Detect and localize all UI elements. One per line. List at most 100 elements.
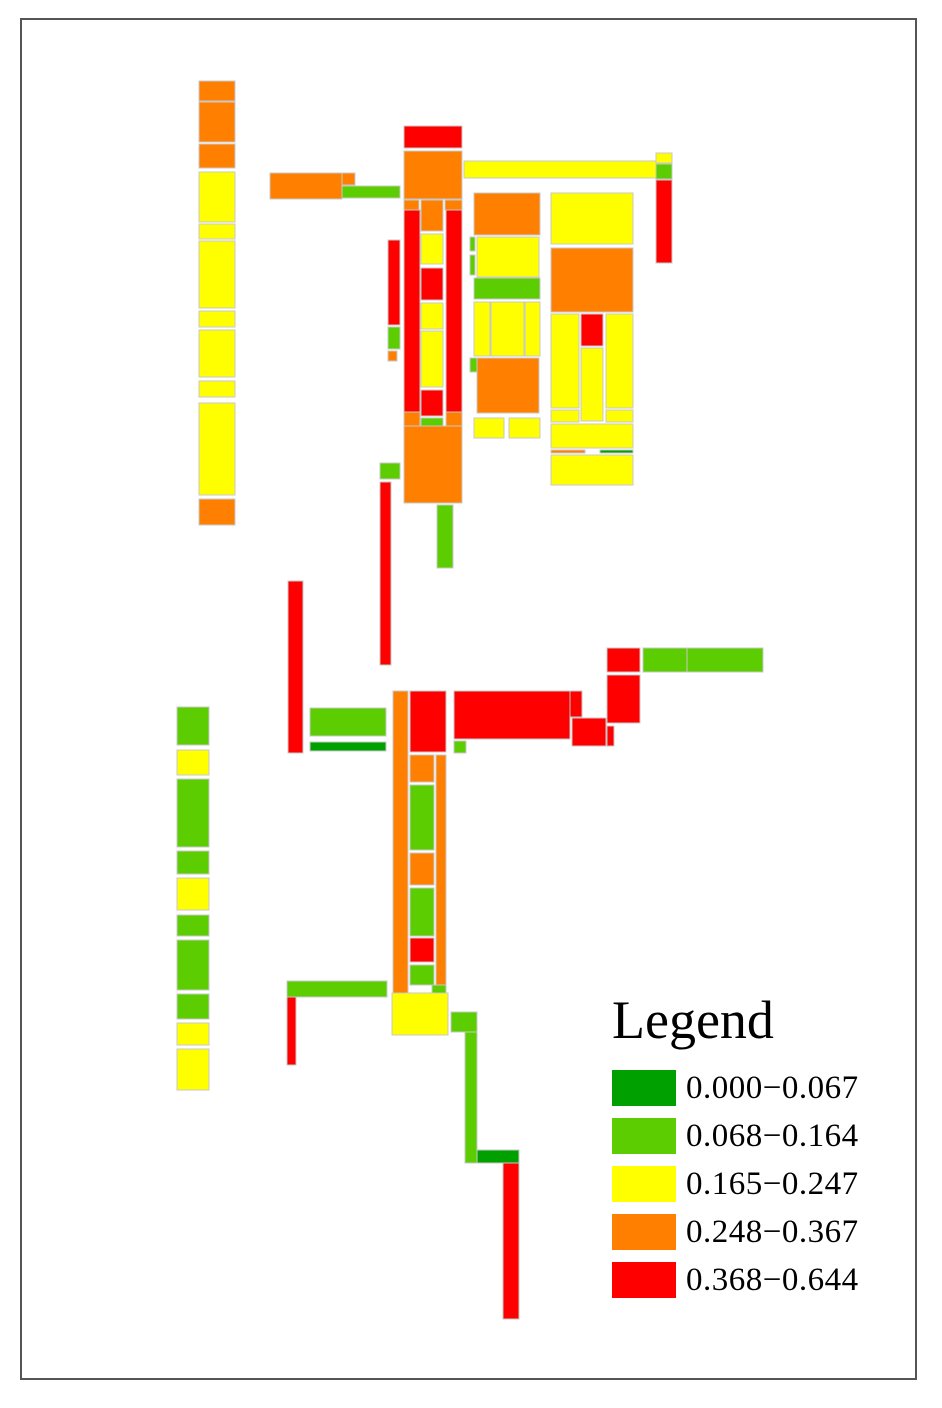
map-zone	[176, 749, 210, 776]
map-zone	[444, 199, 463, 211]
map-zone	[176, 1022, 210, 1046]
map-zone	[473, 192, 541, 236]
map-zone	[606, 674, 641, 724]
map-zone	[463, 160, 657, 179]
map-zone	[453, 690, 571, 740]
map-zone	[642, 647, 688, 673]
map-zone	[403, 411, 421, 427]
map-zone	[176, 706, 210, 746]
map-zone	[473, 301, 491, 357]
map-zone	[287, 580, 304, 754]
map-zone	[571, 717, 607, 747]
map-zone	[550, 192, 634, 245]
map-zone	[387, 239, 401, 326]
map-zone	[198, 498, 236, 526]
map-zone	[409, 964, 435, 986]
map-zone	[490, 301, 525, 357]
map-zone	[198, 223, 236, 240]
map-zone	[198, 171, 236, 223]
map-zone	[409, 937, 435, 963]
map-zone	[445, 209, 463, 413]
map-zone	[176, 993, 210, 1020]
map-zone	[176, 850, 210, 875]
map-zone	[269, 172, 343, 200]
map-zone	[469, 254, 476, 276]
map-zone	[420, 233, 444, 265]
map-zone	[476, 1149, 520, 1164]
map-zone	[435, 754, 447, 986]
map-zone	[403, 425, 463, 504]
legend-item: 0.368−0.644	[612, 1256, 902, 1304]
map-zone	[387, 350, 398, 362]
map-zone	[403, 125, 463, 149]
map-zone	[655, 179, 673, 264]
legend-swatch	[612, 1070, 676, 1106]
legend-item: 0.000−0.067	[612, 1064, 902, 1112]
map-zone	[655, 152, 673, 164]
map-zone	[431, 984, 447, 994]
map-zone	[420, 330, 444, 388]
map-zone	[198, 310, 236, 328]
map-zone	[606, 725, 615, 747]
map-zone	[309, 707, 387, 737]
map-zone	[403, 150, 463, 200]
map-zone	[341, 185, 401, 199]
map-zone	[409, 690, 447, 753]
legend-label: 0.248−0.367	[686, 1213, 859, 1250]
map-zone	[198, 101, 236, 143]
legend: Legend 0.000−0.067 0.068−0.164 0.165−0.247…	[612, 990, 902, 1304]
legend-item: 0.248−0.367	[612, 1208, 902, 1256]
legend-swatch	[612, 1118, 676, 1154]
map-zone	[550, 449, 586, 454]
map-zone	[198, 240, 236, 309]
map-zone	[198, 329, 236, 378]
map-zone	[686, 647, 764, 673]
map-zone	[176, 914, 210, 937]
map-zone	[176, 939, 210, 991]
map-zone	[436, 504, 454, 569]
map-zone	[469, 236, 476, 252]
map-zone	[420, 389, 444, 417]
map-zone	[198, 80, 236, 102]
legend-title: Legend	[612, 990, 774, 1050]
map-zone	[387, 326, 401, 350]
map-zone	[605, 409, 634, 423]
legend-swatch	[612, 1166, 676, 1202]
map-zone	[409, 784, 435, 851]
map-zone	[524, 301, 541, 357]
map-zone	[403, 199, 420, 211]
map-zone	[606, 647, 641, 673]
map-zone	[502, 1162, 520, 1320]
map-zone	[379, 462, 401, 480]
legend-item: 0.165−0.247	[612, 1160, 902, 1208]
map-zone	[550, 454, 634, 486]
map-zone	[473, 417, 505, 439]
map-zone	[420, 199, 444, 232]
map-zone	[176, 778, 210, 848]
map-zone	[580, 313, 604, 347]
map-zone	[379, 481, 392, 666]
map-zone	[550, 409, 580, 423]
legend-label: 0.068−0.164	[686, 1117, 859, 1154]
map-zone	[409, 754, 435, 783]
map-zone	[450, 1011, 478, 1033]
map-zone	[198, 380, 236, 398]
map-zone	[599, 449, 634, 454]
map-zone	[453, 740, 467, 754]
map-zone	[476, 357, 540, 414]
map-zone	[550, 313, 580, 409]
map-zone	[341, 172, 356, 186]
map-zone	[286, 980, 388, 998]
map-zone	[469, 357, 478, 373]
map-zone	[550, 423, 634, 449]
map-zone	[655, 163, 673, 180]
map-zone	[420, 267, 444, 301]
map-zone	[176, 877, 210, 911]
legend-label: 0.368−0.644	[686, 1261, 859, 1298]
legend-label: 0.000−0.067	[686, 1069, 859, 1106]
map-zone	[445, 411, 463, 427]
map-zone	[403, 209, 421, 413]
legend-rows: 0.000−0.067 0.068−0.164 0.165−0.247 0.248−0…	[612, 1064, 902, 1304]
legend-swatch	[612, 1214, 676, 1250]
map-zone	[409, 852, 435, 886]
